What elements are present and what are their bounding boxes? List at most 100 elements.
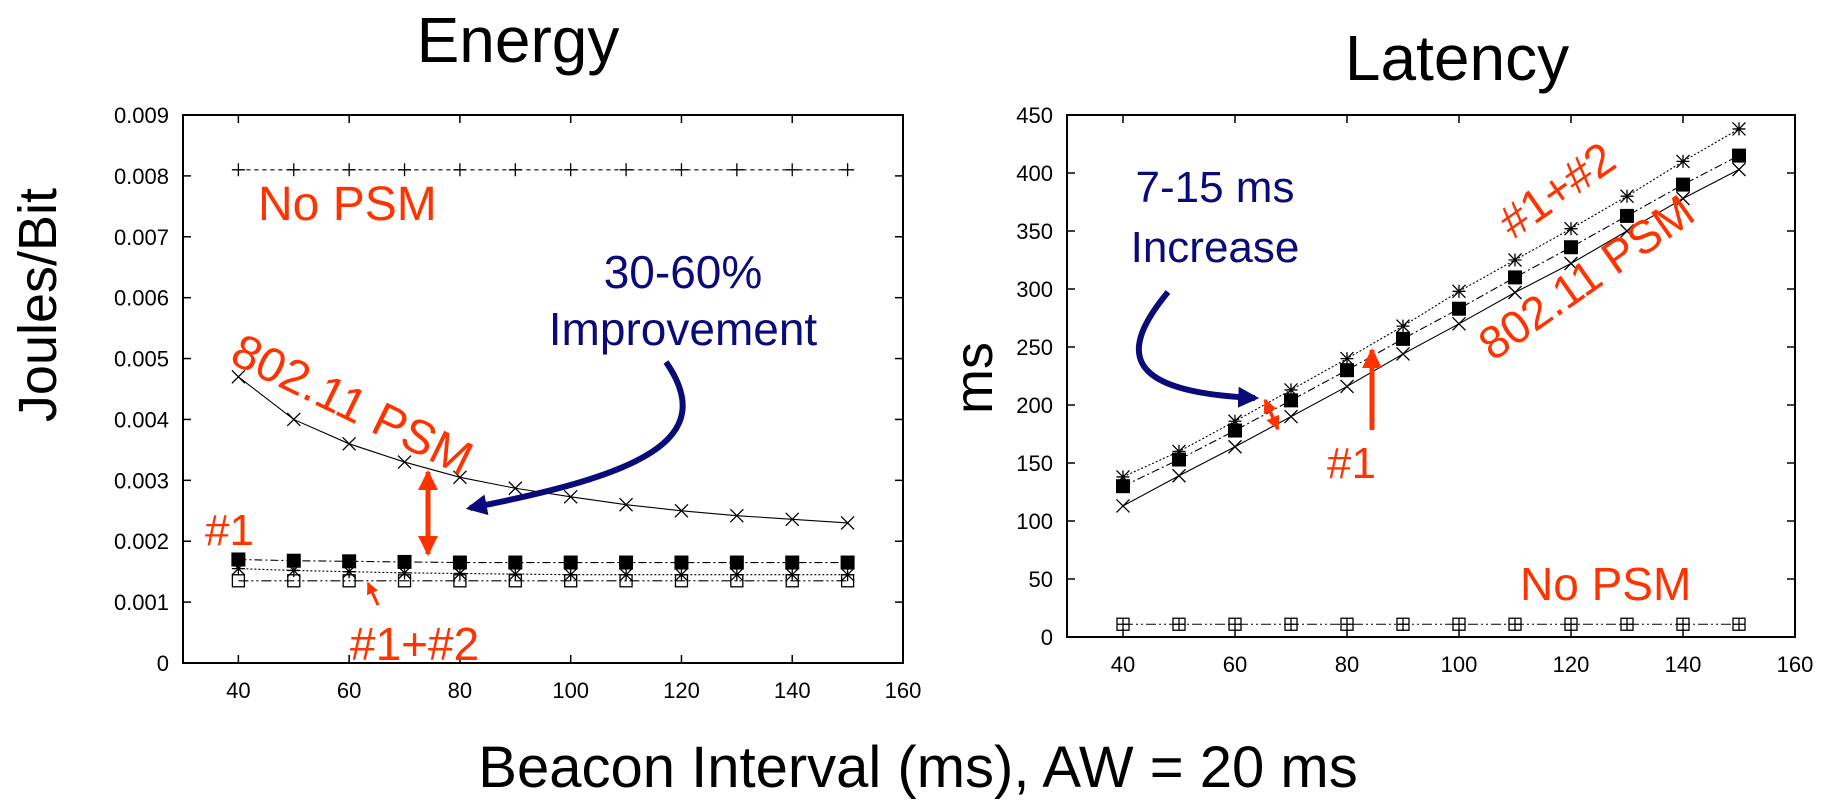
latency-series-2-point [1564, 240, 1578, 255]
energy-series-5-point [564, 574, 578, 588]
energy-series-5-point [508, 574, 522, 588]
energy-series-2-point [674, 503, 689, 518]
latency-series-1-point [1452, 284, 1466, 299]
latency-series-3-point [1508, 285, 1522, 300]
latency-xtick-label: 140 [1665, 652, 1702, 677]
latency-series-2-point [1172, 452, 1186, 467]
latency-series-1-point [1284, 382, 1298, 397]
energy-series-2-point [563, 489, 578, 504]
energy-series-1-point [674, 163, 688, 177]
energy-ytick-label: 0.009 [114, 103, 169, 128]
latency-series-3-point [1452, 316, 1466, 331]
energy-ytick-label: 0 [157, 651, 169, 676]
energy-series-2-point [840, 515, 855, 530]
energy-series-3-point [563, 555, 578, 570]
latency-series-4-point [1172, 617, 1186, 631]
latency-series-4-point [1284, 617, 1298, 631]
energy-improvement-line2: Improvement [549, 303, 818, 355]
latency-ytick-label: 100 [1016, 509, 1053, 534]
latency-increase-arrow [1135, 290, 1260, 408]
energy-ytick-label: 0.001 [114, 590, 169, 615]
energy-series-1-point [342, 163, 356, 177]
energy-series-5-point [453, 574, 467, 588]
energy-series-3-point [452, 555, 467, 570]
latency-xtick-label: 40 [1111, 652, 1135, 677]
energy-series-4-point [286, 563, 301, 578]
latency-series-3-point [1340, 379, 1354, 394]
energy-series-5-point [342, 574, 356, 588]
energy-ytick-label: 0.004 [114, 407, 169, 432]
latency-series-3-point [1228, 439, 1242, 454]
latency-series-2-point [1676, 177, 1690, 192]
energy-series-1-point [287, 163, 301, 177]
energy-series-3-point [508, 555, 523, 570]
energy-series-1-point [508, 163, 522, 177]
latency-series-1-point [1116, 469, 1130, 484]
latency-series-3-point [1676, 191, 1690, 206]
energy-series-3-point [729, 555, 744, 570]
latency-series-1-point [1228, 414, 1242, 429]
latency-series-4-point [1116, 617, 1130, 631]
latency-one-label: #1 [1327, 439, 1376, 488]
energy-series-3-point [840, 555, 855, 570]
energy-xtick-label: 60 [337, 678, 361, 703]
energy-improvement-line1: 30-60% [604, 246, 763, 298]
latency-series-4-point [1508, 617, 1522, 631]
energy-series-5-point [619, 574, 633, 588]
energy-xtick-label: 160 [885, 678, 922, 703]
shared-xlabel: Beacon Interval (ms), AW = 20 ms [478, 735, 1357, 800]
energy-series-5-point [840, 574, 855, 588]
latency-increase-line1: 7-15 ms [1136, 163, 1295, 212]
latency-series-1-point [1508, 253, 1522, 267]
energy-series-1-point [619, 163, 633, 177]
energy-series-1-point [398, 163, 412, 177]
latency-series-2-point [1620, 208, 1634, 223]
energy-series-3-point [785, 555, 800, 570]
energy-series-5-point [397, 574, 412, 588]
latency-xtick-label: 120 [1553, 652, 1590, 677]
latency-series-1-point [1340, 351, 1354, 366]
latency-ytick-label: 200 [1016, 393, 1053, 418]
latency-ytick-label: 50 [1029, 567, 1053, 592]
latency-ytick-label: 350 [1016, 219, 1053, 244]
energy-ytick-label: 0.006 [114, 286, 169, 311]
latency-ytick-label: 450 [1016, 103, 1053, 128]
energy-ylabel: Joules/Bit [8, 188, 68, 422]
latency-series-2-point [1116, 479, 1130, 494]
latency-series-2-point [1228, 423, 1242, 438]
energy-one-two-label: #1+#2 [350, 618, 479, 670]
energy-series-4-point [397, 565, 412, 580]
energy-plot-frame [182, 114, 904, 664]
latency-gap-arrow [1263, 398, 1280, 431]
energy-panel: Energy Joules/Bit 40 60 80 100 120 140 160 0 0.… [8, 4, 921, 703]
latency-series-4-point [1228, 617, 1242, 631]
energy-series-2-point [231, 369, 246, 384]
latency-xtick-label: 60 [1223, 652, 1247, 677]
latency-series-4-point [1340, 617, 1354, 631]
energy-series-4-point [342, 564, 357, 579]
energy-series-2-point [729, 508, 744, 523]
latency-series-2-point [1452, 301, 1466, 316]
latency-series-4-point [1620, 617, 1634, 631]
energy-series-2-point [286, 412, 301, 427]
latency-series-3-point [1116, 498, 1130, 513]
energy-series-4-point [452, 566, 467, 581]
energy-ytick-label: 0.003 [114, 468, 169, 493]
latency-xticks: 40 60 80 100 120 140 160 [1111, 115, 1813, 677]
latency-series-4-point [1676, 617, 1690, 631]
energy-psm-label: 802.11 PSM [223, 324, 480, 486]
energy-series-3-point [397, 554, 412, 569]
energy-series-3-line [238, 558, 848, 564]
latency-xtick-label: 100 [1441, 652, 1478, 677]
energy-xticks: 40 60 80 100 120 140 160 [226, 115, 921, 703]
latency-series-3-line [1122, 169, 1740, 507]
energy-series-1-point [564, 163, 578, 177]
latency-xtick-label: 80 [1335, 652, 1359, 677]
energy-series-1-point [841, 163, 855, 177]
energy-ytick-label: 0.007 [114, 225, 169, 250]
energy-series-2-point [508, 481, 523, 496]
latency-series-2-point [1508, 270, 1522, 285]
energy-series-2-point [342, 436, 357, 451]
energy-ytick-label: 0.008 [114, 164, 169, 189]
